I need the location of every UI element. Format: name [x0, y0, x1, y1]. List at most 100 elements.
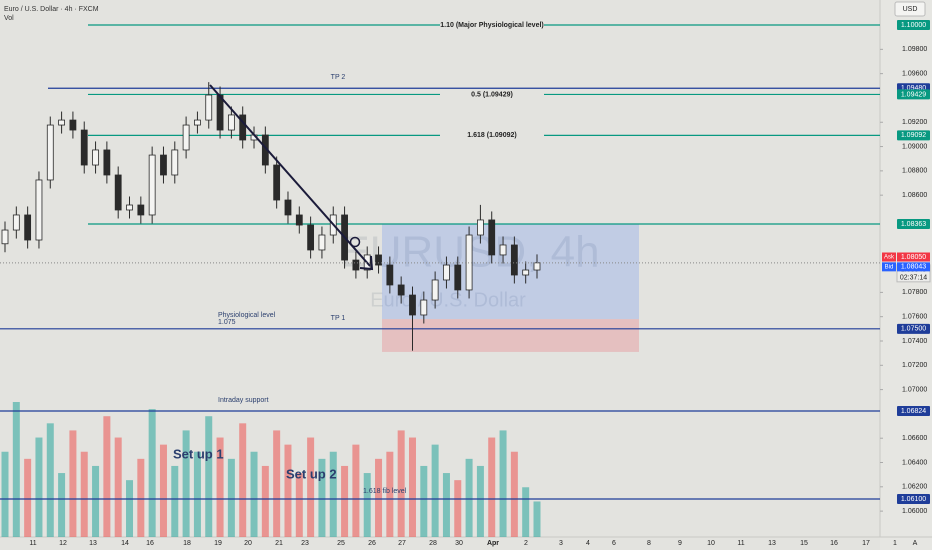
volume-bar	[284, 444, 292, 537]
x-tick-label: 30	[455, 540, 463, 547]
volume-bar	[318, 458, 326, 537]
annotation: Set up 2	[286, 466, 337, 481]
y-tick-label: 1.09600	[902, 70, 927, 77]
volume-bar	[465, 458, 473, 537]
candle-body	[465, 234, 473, 291]
volume-bar	[420, 465, 428, 537]
level-text-bg	[440, 90, 544, 99]
volume-bar	[261, 465, 269, 537]
y-tick-label: 1.09200	[902, 119, 927, 126]
scale-button[interactable]: 1	[893, 540, 897, 547]
volume-bar	[227, 458, 235, 537]
volume-bar	[476, 465, 484, 537]
volume-bar	[46, 423, 54, 537]
volume-bar	[239, 423, 247, 537]
y-tick-label: 1.06400	[902, 459, 927, 466]
volume-bar	[171, 465, 179, 537]
candle-body	[160, 154, 167, 176]
x-tick-label: 11	[29, 540, 36, 547]
quote-badge	[897, 262, 930, 272]
volume-bar	[397, 430, 405, 537]
y-tick-label: 1.07200	[902, 362, 927, 369]
volume-label: Vol	[4, 15, 14, 22]
volume-bar	[80, 451, 88, 537]
candle-body	[148, 154, 156, 216]
x-tick-label: 10	[707, 540, 715, 547]
volume-bar	[510, 451, 518, 537]
candle-body	[126, 204, 133, 211]
trend-line	[209, 84, 371, 267]
volume-bar	[375, 458, 383, 537]
countdown: 02:37:14	[900, 275, 927, 282]
volume-bar	[58, 473, 66, 537]
level-badge	[897, 323, 930, 334]
level-badge	[897, 493, 930, 504]
candle-body	[171, 149, 179, 176]
volume-bar	[148, 409, 156, 537]
candle-body	[12, 214, 20, 231]
volume-bar	[295, 473, 303, 537]
volume-bar	[454, 480, 462, 537]
x-tick-label: 12	[59, 540, 67, 547]
x-tick-label: 19	[214, 540, 222, 547]
quote-badge	[897, 252, 930, 262]
quote-label: 1.08043	[901, 264, 926, 271]
level-badge-label: 1.06824	[901, 408, 926, 415]
candle-body	[477, 219, 484, 236]
candle-body	[431, 279, 439, 301]
symbol: Euro / U.S. Dollar · 4h · FXCM	[4, 6, 99, 13]
currency-button[interactable]	[894, 1, 926, 17]
volume-bar	[363, 473, 371, 537]
volume-bar	[205, 416, 213, 537]
level-badge	[897, 130, 930, 141]
candle-body	[522, 269, 530, 276]
level-badge-label: 1.09429	[901, 91, 926, 98]
candle-body	[69, 119, 77, 131]
plot: EURUSD, 4hEuro / U.S. Dollar1.098001.096…	[0, 20, 931, 547]
candle-body	[454, 264, 462, 291]
y-tick-label: 1.08800	[902, 168, 927, 175]
y-tick-label: 1.07800	[902, 289, 927, 296]
candle-body	[443, 264, 450, 281]
level-badge	[897, 405, 930, 416]
volume-bar	[273, 430, 281, 537]
x-tick-label: 16	[146, 540, 154, 547]
scale-button[interactable]: A	[913, 540, 918, 547]
annotation: Set up 1	[173, 446, 224, 461]
y-tick-label: 1.06600	[902, 435, 927, 442]
candle-body	[216, 94, 224, 131]
annotation: 1.618 fib level	[363, 488, 407, 495]
candle-body	[103, 149, 111, 176]
volume-bar	[137, 458, 145, 537]
x-tick-label: 18	[183, 540, 191, 547]
y-tick-label: 1.06200	[902, 484, 927, 491]
x-tick-label: 9	[678, 540, 682, 547]
quote-name: Bid	[885, 264, 894, 270]
candle-body	[273, 164, 281, 201]
volume-bar	[12, 402, 20, 537]
candle-body	[194, 119, 201, 126]
currency[interactable]: USD	[903, 6, 918, 13]
volume-bar	[533, 501, 541, 537]
level-badge-label: 1.07500	[901, 326, 926, 333]
x-tick-label: 13	[768, 540, 776, 547]
candle-body	[239, 114, 247, 141]
level-text-bg	[440, 131, 544, 140]
level-badge-label: 1.09480	[901, 85, 926, 92]
volume-bar	[182, 430, 190, 537]
x-tick-label: 3	[559, 540, 563, 547]
volume-bar	[69, 430, 77, 537]
candle-body	[533, 262, 541, 271]
volume-bar	[329, 451, 337, 537]
x-tick-label: 11	[737, 540, 744, 547]
x-tick-label: 25	[337, 540, 345, 547]
volume-bar	[114, 437, 122, 537]
y-tick-label: 1.07600	[902, 314, 927, 321]
annotation: Intraday support	[218, 397, 269, 404]
x-tick-label: 2	[524, 540, 528, 547]
volume-bar	[159, 444, 167, 537]
quote-label: 1.08050	[901, 254, 926, 261]
y-tick-label: 1.07400	[902, 338, 927, 345]
volume-bar	[307, 437, 315, 537]
volume-bar	[24, 458, 32, 537]
